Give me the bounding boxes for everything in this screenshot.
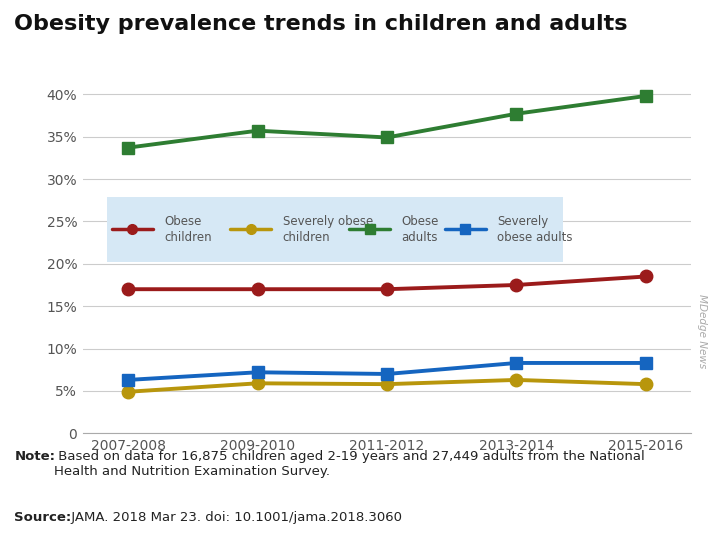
Text: Severely
obese adults: Severely obese adults [498, 215, 573, 244]
Text: Obesity prevalence trends in children and adults: Obesity prevalence trends in children an… [14, 14, 628, 34]
Text: Obese
children: Obese children [164, 215, 212, 244]
Text: Severely obese
children: Severely obese children [283, 215, 373, 244]
Text: Source:: Source: [14, 511, 72, 524]
Text: Note:: Note: [14, 450, 55, 463]
Text: JAMA. 2018 Mar 23. doi: 10.1001/jama.2018.3060: JAMA. 2018 Mar 23. doi: 10.1001/jama.201… [67, 511, 402, 524]
Text: Based on data for 16,875 children aged 2-19 years and 27,449 adults from the Nat: Based on data for 16,875 children aged 2… [54, 450, 644, 478]
Text: Obese
adults: Obese adults [402, 215, 438, 244]
Text: MDedge News: MDedge News [697, 294, 707, 368]
